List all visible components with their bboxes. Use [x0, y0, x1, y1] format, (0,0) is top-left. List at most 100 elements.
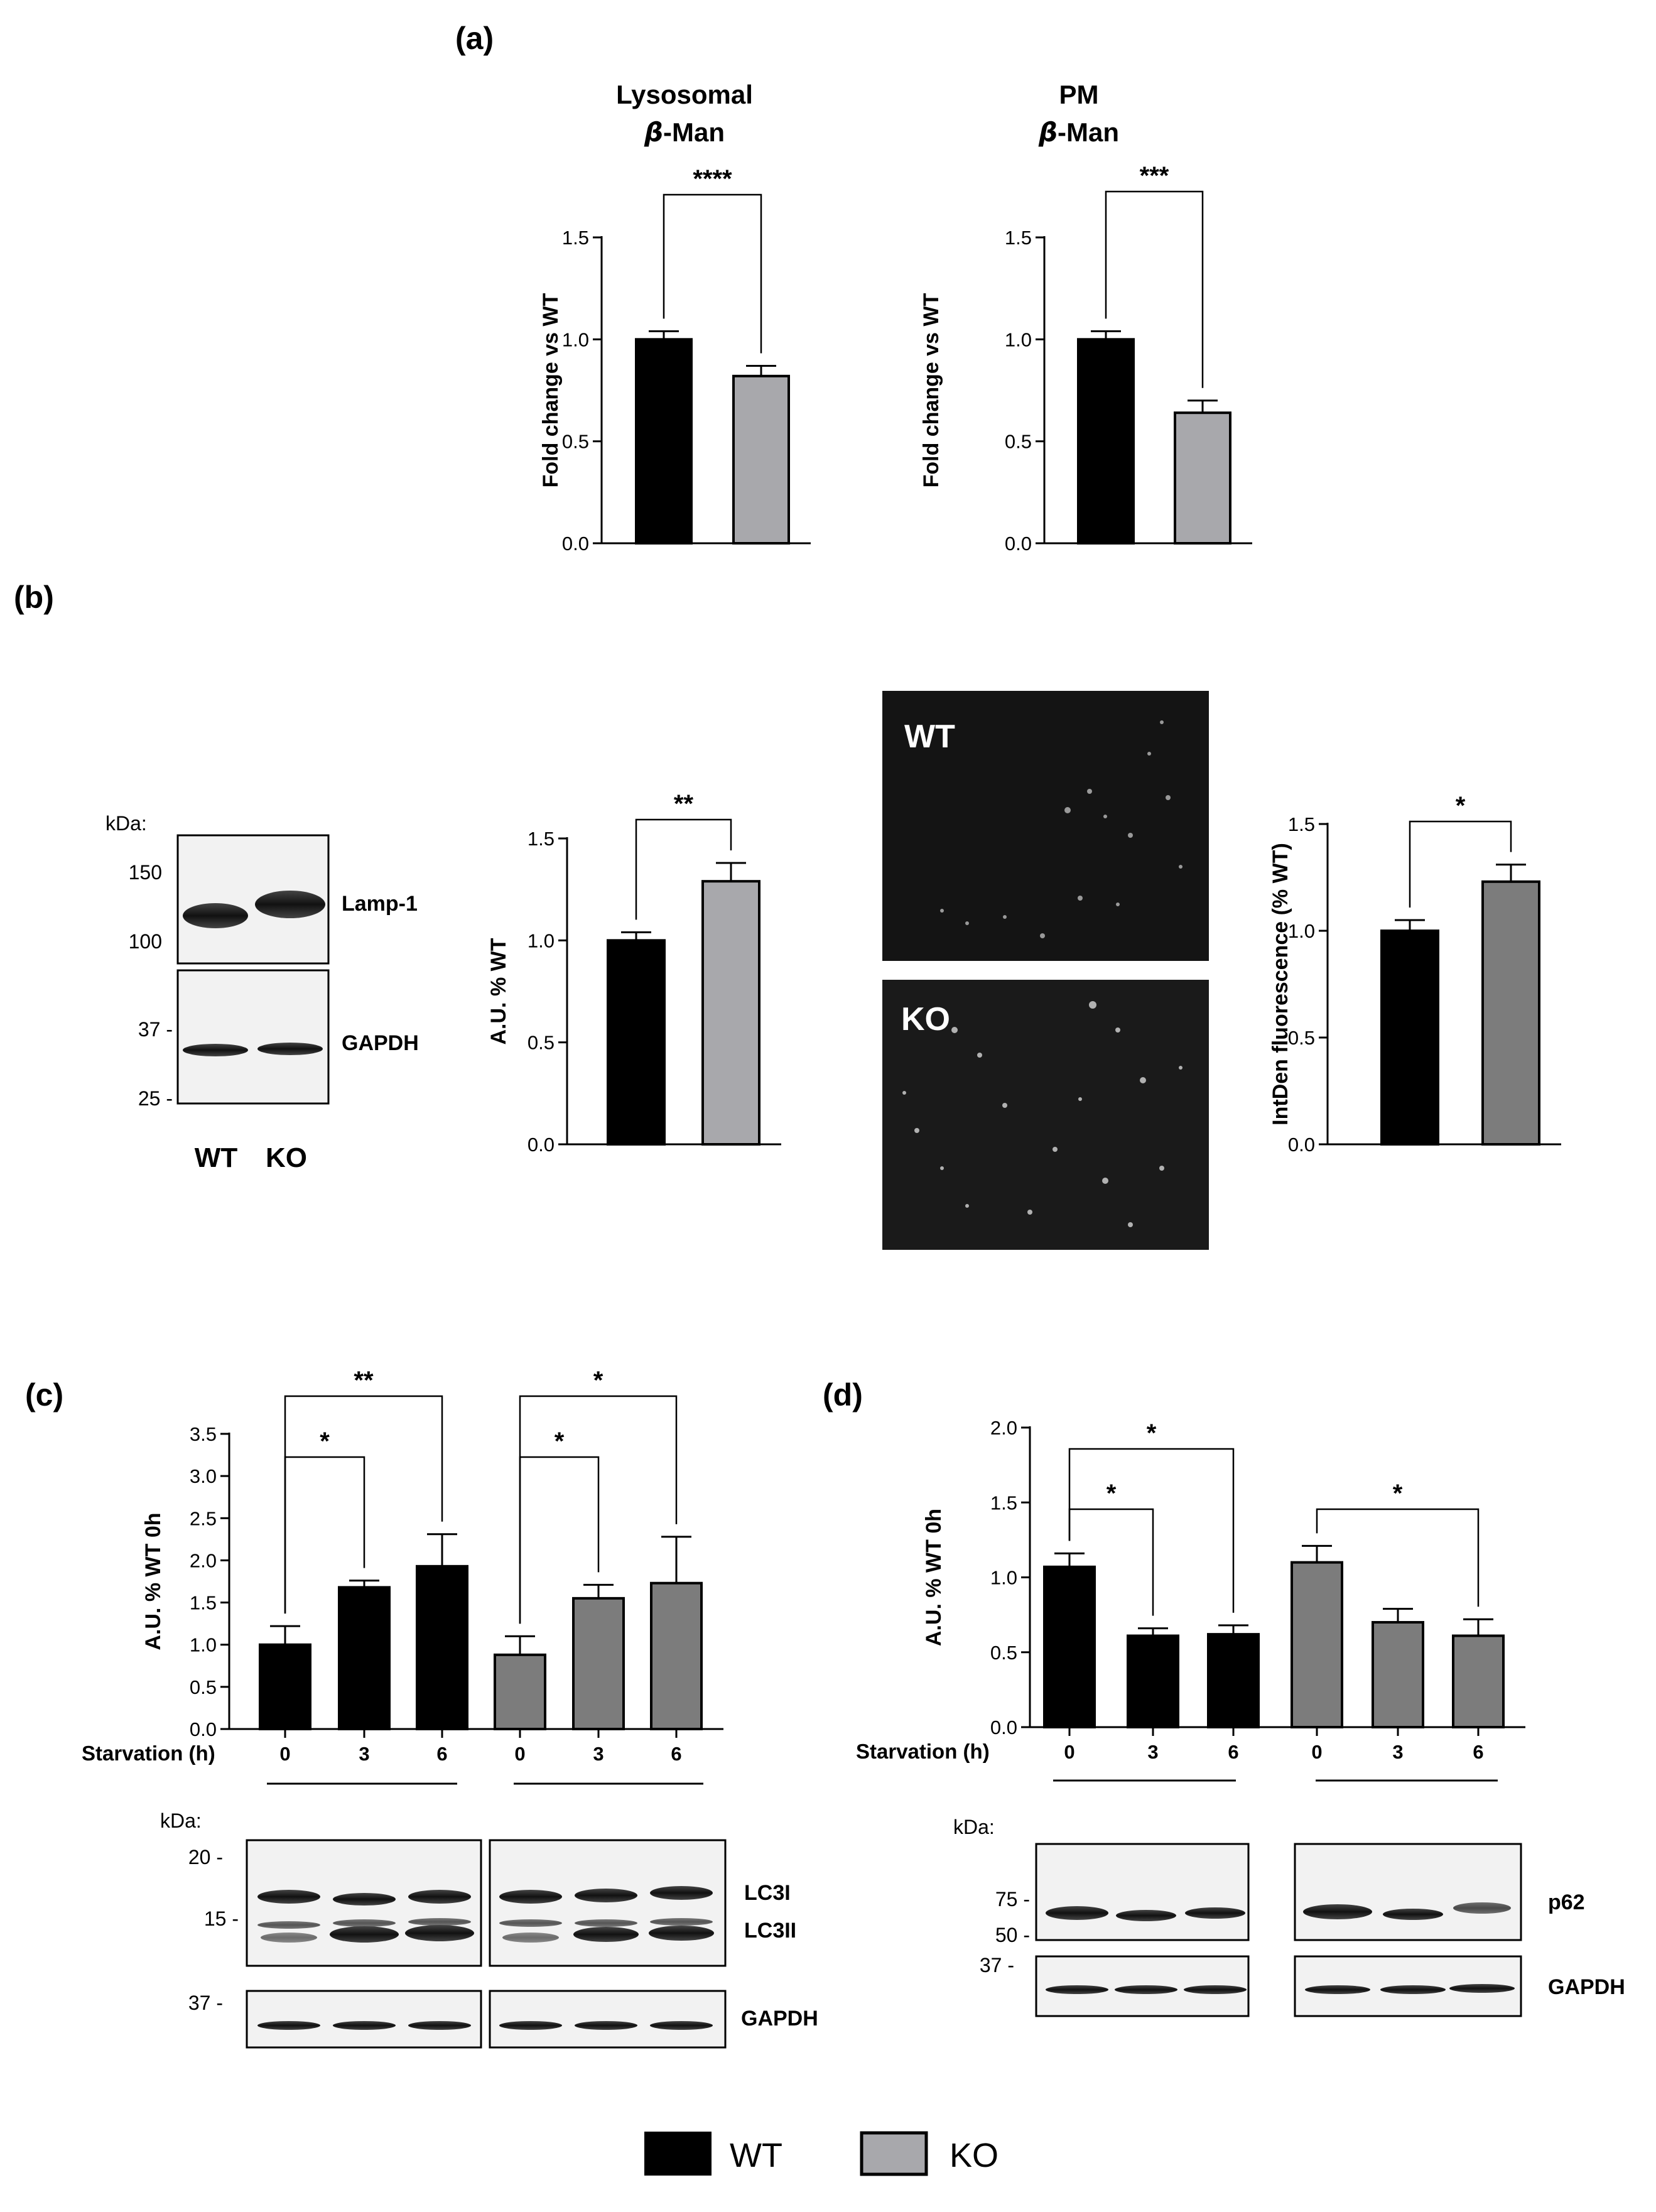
bar: [1481, 880, 1540, 1146]
marker-15: 15 -: [204, 1907, 239, 1930]
bar: [259, 1643, 311, 1731]
legend-label-ko: KO: [950, 2137, 998, 2174]
lamp1-band-ko: [255, 891, 325, 918]
y-tick-label: 1.0: [1005, 328, 1032, 350]
blot-d: kDa: 75 - 50 - 37 - p62 GAPDH: [953, 1816, 1625, 2017]
bar: [1380, 930, 1439, 1146]
bar: [572, 1597, 625, 1731]
significance-label: **: [354, 1367, 374, 1394]
marker-25: 25 -: [138, 1087, 173, 1110]
band-gapdh-c: GAPDH: [741, 2007, 818, 2030]
y-tick-label: 1.0: [1288, 920, 1315, 942]
y-axis-label: A.U. % WT 0h: [141, 1512, 165, 1650]
x-tick-label: 3: [1392, 1741, 1403, 1763]
bar: [1372, 1621, 1424, 1729]
chart-title: PM: [1059, 80, 1099, 109]
y-tick-label: 1.5: [562, 227, 589, 249]
y-tick-label: 0.5: [1288, 1027, 1315, 1049]
blot-b: kDa: 150 100 37 - 25 - Lamp-1 GAPDH WT K…: [106, 812, 419, 1173]
y-tick-label: 0.5: [528, 1032, 555, 1054]
y-tick-label: 0.5: [1005, 431, 1032, 453]
chart-title-line2: β-Man: [1038, 117, 1119, 148]
marker-37-c: 37 -: [188, 1992, 223, 2014]
y-tick-label: 0.0: [562, 533, 589, 555]
band-lc3i: LC3I: [744, 1881, 791, 1905]
micrograph-label-ko: KO: [901, 1001, 950, 1038]
band-gapdh-b: GAPDH: [342, 1031, 419, 1055]
y-axis-label: IntDen fluorescence (% WT): [1269, 843, 1292, 1125]
bar: [701, 880, 760, 1146]
bar: [650, 1581, 703, 1731]
band-p62: p62: [1548, 1890, 1585, 1914]
y-tick-label: 0.5: [190, 1676, 217, 1698]
y-tick-label: 1.5: [1288, 813, 1315, 835]
significance-label: *: [593, 1367, 603, 1394]
panel-label-c: (c): [25, 1377, 63, 1412]
bar: [732, 374, 790, 545]
significance-bracket: [284, 1395, 443, 1614]
gapdh-blot-c-wt: [246, 1990, 482, 2049]
y-axis-label: Fold change vs WT: [539, 293, 563, 487]
marker-37: 37 -: [138, 1018, 173, 1041]
x-tick-label: 3: [1147, 1741, 1158, 1763]
chart-a-pm: PM β-Man 0.0 0.5 1.0 1.5 Fold change vs WT ***: [919, 80, 1252, 555]
bar: [635, 338, 693, 545]
p62-blot-wt: [1035, 1843, 1250, 1941]
y-tick-label: 0.0: [1005, 533, 1032, 555]
marker-50: 50 -: [995, 1924, 1030, 1946]
chart-b-intden: 0.0 0.5 1.0 1.5 IntDen fluorescence (% WT) *: [1269, 792, 1561, 1156]
panel-label-a: (a): [455, 21, 494, 56]
micrograph-wt: WT: [882, 691, 1209, 961]
marker-37-d: 37 -: [980, 1954, 1014, 1976]
legend-label-wt: WT: [730, 2137, 782, 2174]
bar: [1452, 1634, 1505, 1728]
x-tick-label: 0: [514, 1743, 525, 1765]
y-tick-label: 1.0: [562, 328, 589, 350]
lamp1-band-wt: [183, 903, 248, 928]
chart-c-lc3: 0.0 0.5 1.0 1.5 2.0 2.5 3.0 3.5 A.U. % WT 0h 0 3 6 0…: [82, 1367, 723, 1785]
y-tick-label: 3.5: [190, 1423, 217, 1445]
panel-label-b: (b): [14, 580, 54, 615]
y-tick-label: 1.0: [528, 930, 555, 951]
x-axis-label: Starvation (h): [856, 1740, 990, 1763]
bar: [338, 1586, 391, 1730]
marker-150: 150: [129, 861, 162, 884]
p62-blot-ko: [1294, 1843, 1522, 1941]
y-tick-label: 3.0: [190, 1465, 217, 1487]
y-tick-label: 0.0: [528, 1134, 555, 1156]
y-tick-label: 1.0: [190, 1634, 217, 1656]
micrograph-ko: KO: [882, 980, 1209, 1250]
y-tick-label: 2.5: [190, 1507, 217, 1529]
y-tick-label: 2.0: [190, 1549, 217, 1571]
panel-label-d: (d): [823, 1377, 863, 1412]
chart-d-p62: 0.0 0.5 1.0 1.5 2.0 A.U. % WT 0h 0 3 6 0 3 6 Starvat…: [856, 1417, 1525, 1782]
significance-bracket: [1105, 190, 1204, 388]
x-tick-label: 6: [1228, 1741, 1238, 1763]
kda-label-d: kDa:: [953, 1816, 995, 1838]
bar: [1077, 338, 1135, 545]
significance-bracket: [663, 193, 762, 354]
y-tick-label: 1.5: [190, 1592, 217, 1614]
bar: [416, 1564, 468, 1731]
significance-label: *: [1393, 1480, 1403, 1507]
significance-label: *: [1107, 1480, 1117, 1507]
significance-bracket: [519, 1395, 678, 1624]
x-tick-label: 0: [1311, 1741, 1322, 1763]
x-tick-label: 0: [279, 1743, 290, 1765]
y-tick-label: 1.5: [1005, 227, 1032, 249]
significance-bracket: [1316, 1508, 1480, 1607]
significance-bracket: [1068, 1448, 1235, 1613]
kda-label-b: kDa:: [106, 812, 147, 835]
band-lc3ii: LC3II: [744, 1919, 796, 1943]
y-tick-label: 1.5: [528, 828, 555, 850]
significance-label: *: [320, 1428, 330, 1455]
micrograph-label-wt: WT: [904, 718, 955, 755]
x-tick-label: 3: [359, 1743, 369, 1765]
lane-wt: WT: [195, 1142, 238, 1173]
x-tick-label: 6: [1473, 1741, 1483, 1763]
gapdh-band-ko-b: [257, 1043, 323, 1055]
y-axis-label: A.U. % WT 0h: [922, 1509, 946, 1646]
y-tick-label: 0.0: [990, 1716, 1017, 1738]
x-tick-label: 0: [1064, 1741, 1074, 1763]
legend-swatch-wt: [644, 2132, 712, 2176]
